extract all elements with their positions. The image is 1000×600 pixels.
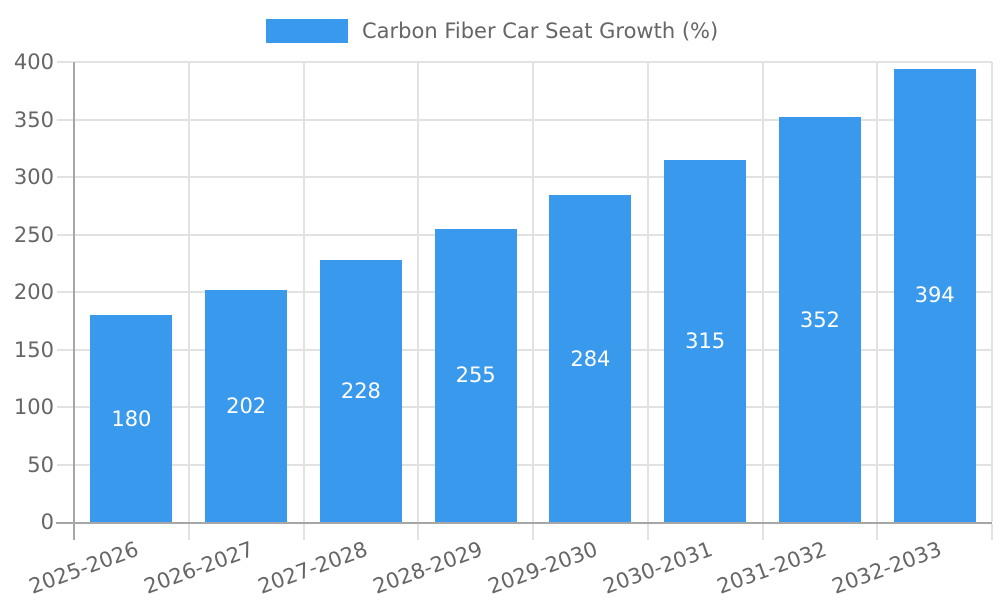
bar-value-label: 315 bbox=[685, 328, 726, 353]
gridline-vertical bbox=[187, 62, 190, 522]
bar-value-label: 228 bbox=[340, 378, 381, 403]
x-tick-mark bbox=[761, 524, 764, 540]
y-tick-mark bbox=[57, 463, 73, 466]
bar bbox=[664, 159, 747, 522]
gridline-vertical bbox=[646, 62, 649, 522]
legend-label: Carbon Fiber Car Seat Growth (%) bbox=[362, 19, 719, 43]
x-tick-label: 2026-2027 bbox=[140, 537, 257, 599]
y-tick-mark bbox=[57, 348, 73, 351]
bar-value-label: 255 bbox=[455, 363, 496, 388]
bar bbox=[319, 259, 402, 522]
bar bbox=[205, 289, 288, 522]
y-tick-label: 300 bbox=[13, 165, 54, 189]
y-axis-line bbox=[73, 62, 75, 522]
legend-swatch bbox=[266, 19, 348, 43]
gridline-vertical bbox=[532, 62, 534, 522]
x-tick-label: 2028-2029 bbox=[370, 537, 486, 599]
y-tick-mark bbox=[57, 291, 73, 293]
x-tick-label: 2031-2032 bbox=[714, 537, 831, 599]
gridline-vertical bbox=[761, 62, 764, 522]
y-tick-mark bbox=[57, 61, 73, 63]
y-tick-label: 100 bbox=[13, 395, 54, 419]
x-tick-mark bbox=[532, 524, 534, 540]
y-tick-label: 200 bbox=[13, 280, 54, 304]
x-tick-mark bbox=[417, 524, 420, 540]
bar-value-label: 352 bbox=[799, 307, 840, 332]
bar-value-label: 284 bbox=[570, 346, 611, 371]
y-tick-label: 400 bbox=[13, 50, 54, 74]
x-tick-mark bbox=[302, 524, 305, 540]
x-tick-mark bbox=[73, 524, 75, 540]
x-tick-mark bbox=[187, 524, 190, 540]
y-tick-label: 250 bbox=[13, 222, 54, 247]
legend-item[interactable]: Carbon Fiber Car Seat Growth (%) bbox=[266, 19, 718, 43]
x-tick-label: 2025-2026 bbox=[25, 537, 142, 599]
y-tick-label: 0 bbox=[40, 510, 54, 534]
y-tick-label: 350 bbox=[13, 107, 54, 132]
bar bbox=[893, 68, 976, 522]
y-tick-mark bbox=[57, 176, 73, 178]
gridline-vertical bbox=[417, 62, 420, 522]
bar-value-label: 202 bbox=[226, 393, 267, 418]
y-tick-mark bbox=[57, 118, 73, 121]
gridline-vertical bbox=[876, 62, 879, 522]
x-tick-label: 2032-2033 bbox=[829, 537, 945, 599]
x-tick-label: 2029-2030 bbox=[484, 537, 601, 599]
y-tick-label: 50 bbox=[27, 452, 54, 477]
bar bbox=[778, 117, 861, 522]
y-tick-mark bbox=[57, 406, 73, 408]
x-tick-label: 2027-2028 bbox=[255, 537, 372, 599]
y-tick-mark bbox=[57, 233, 73, 236]
x-tick-label: 2030-2031 bbox=[599, 537, 716, 599]
bar-value-label: 180 bbox=[111, 406, 152, 431]
gridline-vertical bbox=[991, 62, 993, 522]
bar bbox=[434, 228, 517, 522]
x-axis-line bbox=[56, 522, 992, 524]
y-tick-label: 150 bbox=[13, 337, 54, 362]
x-tick-mark bbox=[876, 524, 879, 540]
gridline-vertical bbox=[302, 62, 305, 522]
x-tick-mark bbox=[991, 524, 993, 540]
bar bbox=[549, 195, 632, 522]
bar bbox=[90, 315, 173, 522]
x-tick-mark bbox=[646, 524, 649, 540]
bar-value-label: 394 bbox=[914, 283, 955, 308]
